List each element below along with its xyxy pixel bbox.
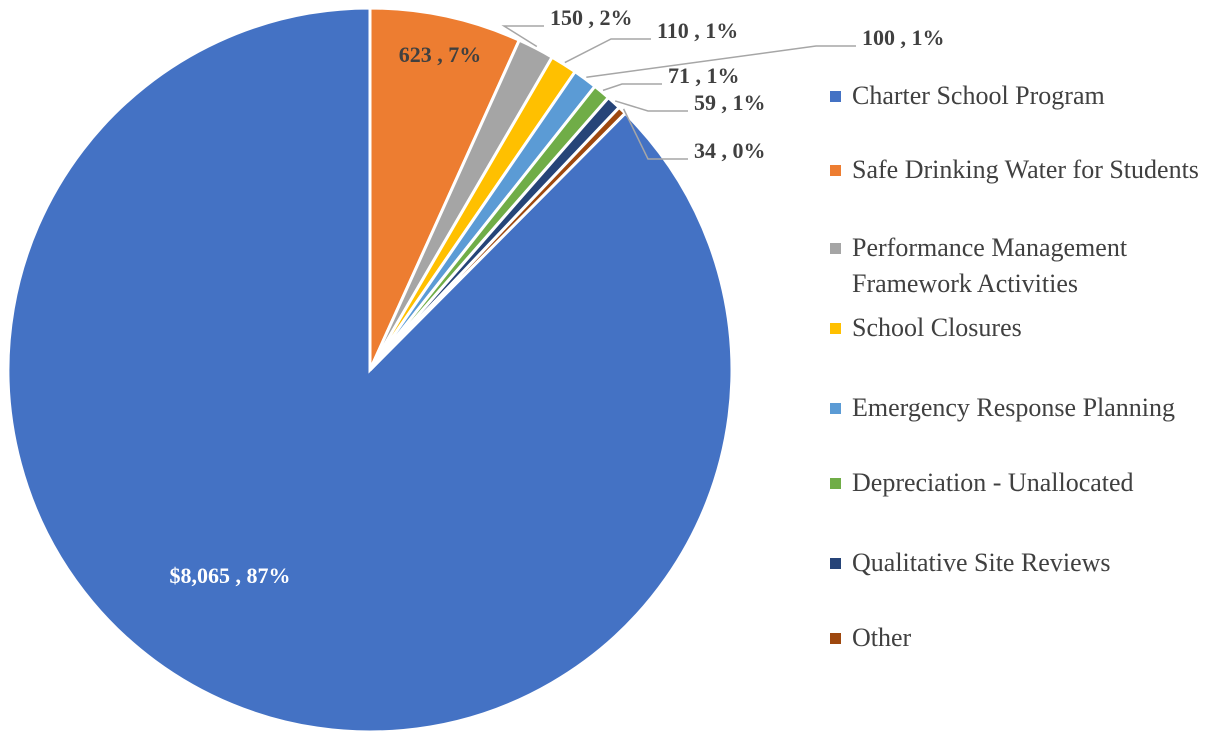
legend-swatch (830, 243, 841, 254)
leader-line (622, 108, 688, 160)
legend-swatch (830, 323, 841, 334)
legend-item: Performance Management Framework Activit… (830, 230, 1225, 302)
legend-swatch (830, 403, 841, 414)
data-label: 71 , 1% (668, 63, 740, 88)
legend-label: Emergency Response Planning (852, 393, 1176, 422)
legend-label: Performance Management Framework Activit… (852, 233, 1128, 298)
legend-item: Depreciation - Unallocated (830, 465, 1225, 501)
legend-label: Depreciation - Unallocated (852, 468, 1134, 497)
data-label: 110 , 1% (657, 18, 738, 43)
legend-swatch (830, 633, 841, 644)
legend-swatch (830, 91, 841, 102)
data-label: 59 , 1% (694, 90, 766, 115)
legend-label: Other (852, 623, 912, 652)
leader-line (586, 45, 856, 78)
legend-item: Emergency Response Planning (830, 390, 1225, 426)
legend-label: Charter School Program (852, 81, 1105, 110)
leader-line (602, 83, 662, 92)
legend-swatch (830, 165, 841, 176)
data-label: 623 , 7% (399, 42, 482, 67)
data-label: 100 , 1% (862, 25, 945, 50)
legend-item: Qualitative Site Reviews (830, 545, 1225, 581)
data-label: 150 , 2% (550, 5, 633, 30)
leader-line (501, 25, 544, 48)
legend-swatch (830, 478, 841, 489)
data-label: 34 , 0% (694, 138, 766, 163)
leader-line (614, 100, 688, 112)
legend-label: School Closures (852, 313, 1022, 342)
legend-item: School Closures (830, 310, 1225, 346)
legend-item: Charter School Program (830, 78, 1225, 114)
legend-item: Safe Drinking Water for Students (830, 152, 1225, 188)
legend-label: Qualitative Site Reviews (852, 548, 1111, 577)
legend-label: Safe Drinking Water for Students (852, 155, 1199, 184)
leader-line (564, 38, 651, 64)
data-label: $8,065 , 87% (170, 563, 291, 588)
pie-slice (368, 6, 522, 371)
legend-item: Other (830, 620, 1225, 656)
legend-swatch (830, 558, 841, 569)
